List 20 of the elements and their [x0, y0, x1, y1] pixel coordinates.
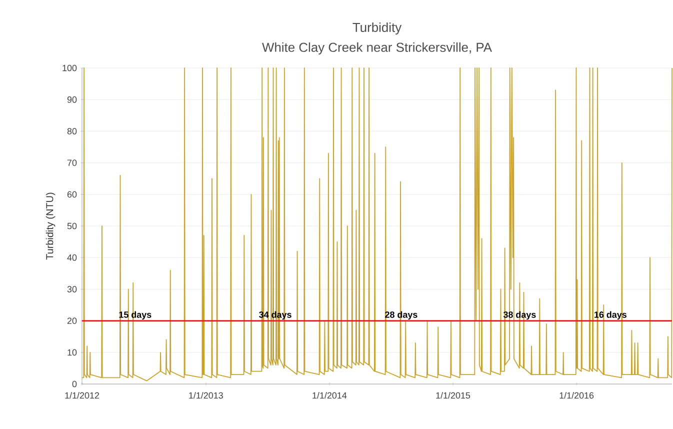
chart-title: Turbidity — [352, 22, 402, 35]
y-tick-label: 70 — [67, 160, 77, 166]
y-tick-label: 0 — [72, 380, 77, 388]
y-tick-label: 20 — [67, 318, 77, 324]
y-tick-label: 100 — [62, 64, 77, 72]
y-tick-label: 40 — [67, 254, 77, 261]
x-tick-label: 1/1/2013 — [189, 392, 223, 399]
y-axis-title: Turbidity (NTU) — [46, 192, 56, 260]
y-tick-label: 50 — [67, 222, 77, 230]
x-tick-label: 1/1/2012 — [65, 392, 99, 399]
y-tick-label: 60 — [67, 191, 77, 198]
line-series — [82, 68, 672, 382]
chart-subtitle: White Clay Creek near Strickersville, PA — [262, 42, 492, 54]
y-tick-label: 30 — [67, 286, 77, 292]
y-tick-label: 10 — [68, 349, 77, 356]
y-tick-label: 80 — [67, 128, 77, 134]
y-tick-label: 90 — [67, 96, 77, 103]
x-tick-label: 1/1/2014 — [312, 392, 347, 399]
x-tick-label: 1/1/2015 — [436, 392, 470, 399]
x-tick-label: 1/1/2016 — [560, 392, 594, 399]
